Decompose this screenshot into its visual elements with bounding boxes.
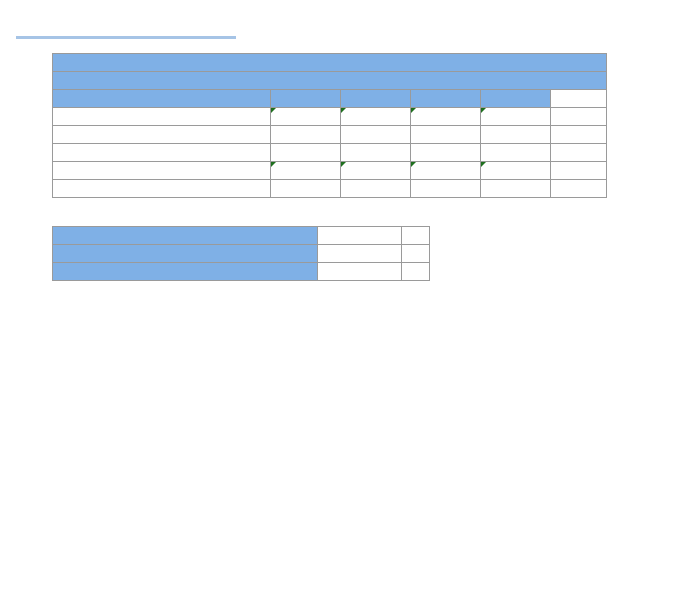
table-underline [16, 36, 236, 39]
input-cell[interactable] [271, 126, 341, 144]
labor-hours-q3 [80, 26, 100, 30]
input-cell[interactable] [271, 180, 341, 198]
table-row [53, 108, 607, 126]
table-row [53, 144, 607, 162]
input-cell[interactable] [271, 144, 341, 162]
input-cell[interactable] [341, 162, 411, 180]
input-cell[interactable] [318, 227, 402, 245]
input-cell[interactable] [402, 263, 430, 281]
input-cell[interactable] [411, 126, 481, 144]
labor-hours-q4 [100, 26, 120, 30]
labor-hours-q2 [60, 26, 80, 30]
table-row [53, 162, 607, 180]
budget-col-q2 [341, 90, 411, 108]
budget-col-q4 [481, 90, 551, 108]
table-row [53, 126, 607, 144]
labor-hours-q1 [40, 26, 60, 30]
input-cell[interactable] [402, 227, 430, 245]
budget-col-q3 [411, 90, 481, 108]
overhead-budget-table [52, 53, 607, 198]
year-cell[interactable] [551, 162, 607, 180]
row-total-oh [53, 144, 271, 162]
table-row [53, 227, 430, 245]
input-cell[interactable] [481, 144, 551, 162]
year-cell[interactable] [551, 108, 607, 126]
input-cell[interactable] [402, 245, 430, 263]
input-cell[interactable] [318, 245, 402, 263]
row-less-dep [53, 162, 271, 180]
table-row [53, 245, 430, 263]
year-cell[interactable] [551, 144, 607, 162]
table-row [53, 263, 430, 281]
input-cell[interactable] [341, 108, 411, 126]
row-budgeted-dlh-year [53, 245, 318, 263]
input-cell[interactable] [341, 126, 411, 144]
budget-col-year [551, 90, 607, 108]
budget-title-1 [53, 54, 607, 72]
budget-title-2 [53, 72, 607, 90]
input-cell[interactable] [411, 108, 481, 126]
input-cell[interactable] [341, 180, 411, 198]
year-cell[interactable] [551, 126, 607, 144]
input-cell[interactable] [271, 162, 341, 180]
input-cell[interactable] [481, 126, 551, 144]
input-cell[interactable] [341, 144, 411, 162]
table-row [53, 180, 607, 198]
overhead-rate-table [52, 226, 430, 281]
input-cell[interactable] [481, 180, 551, 198]
row-predetermined-rate [53, 263, 318, 281]
labor-hours-table [16, 22, 120, 30]
year-cell[interactable] [551, 180, 607, 198]
row-cash-disb [53, 180, 271, 198]
row-variable-oh [53, 108, 271, 126]
input-cell[interactable] [411, 162, 481, 180]
row-total-budgeted-oh [53, 227, 318, 245]
input-cell[interactable] [411, 144, 481, 162]
input-cell[interactable] [481, 108, 551, 126]
input-cell[interactable] [411, 180, 481, 198]
input-cell[interactable] [271, 108, 341, 126]
budget-col-q1 [271, 90, 341, 108]
labor-hours-row-label [16, 26, 40, 30]
row-fixed-oh [53, 126, 271, 144]
input-cell[interactable] [481, 162, 551, 180]
input-cell[interactable] [318, 263, 402, 281]
